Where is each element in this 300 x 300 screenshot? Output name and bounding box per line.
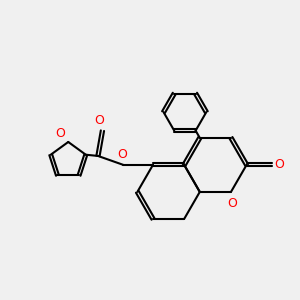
Text: O: O [94, 114, 104, 127]
Text: O: O [227, 197, 237, 210]
Text: O: O [117, 148, 127, 161]
Text: O: O [55, 128, 65, 140]
Text: O: O [274, 158, 284, 171]
